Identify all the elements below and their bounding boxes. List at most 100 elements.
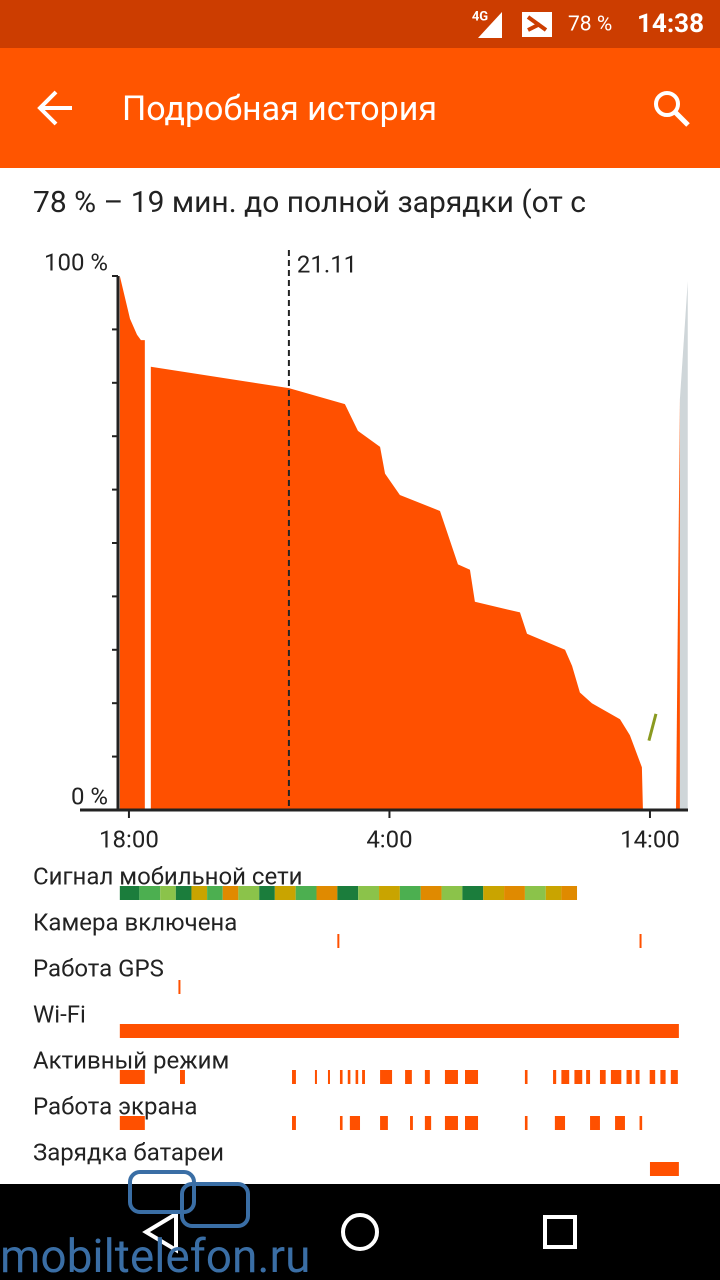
search-icon [654,91,680,117]
network-type: 4G [472,9,488,24]
battery-area [679,281,688,811]
timeline-segment [274,886,296,900]
timeline-segment [314,1070,317,1084]
timeline-label: Работа GPS [33,954,164,982]
timeline-segment [465,1070,479,1084]
timeline-segment [339,1116,343,1130]
timeline-segment [160,886,176,900]
watermark: mobiltelefon.ru [0,1230,311,1280]
timeline-segment [316,886,338,900]
app-bar [0,48,720,168]
x-tick-label: 4:00 [366,825,412,853]
timeline-segment [337,886,359,900]
timeline-segment [553,1070,557,1084]
watermark-logo [128,1170,250,1228]
logo-bubble [180,1182,250,1228]
timeline-segment [355,1070,359,1084]
x-tick-label: 18:00 [99,825,159,853]
timeline-label: Работа экрана [33,1092,197,1120]
timeline-label: Активный режим [33,1046,229,1074]
status-bar [0,0,720,48]
timeline-segment [615,1116,625,1130]
timeline-segment [222,886,239,900]
timeline-segment [380,1116,388,1130]
timeline-segment [295,886,317,900]
timeline-label: Wi-Fi [33,1000,86,1028]
timeline-label: Зарядка батареи [33,1138,224,1166]
x-tick-label: 14:00 [620,825,680,853]
nav-back[interactable] [142,1210,178,1254]
timeline-segment [524,1116,528,1130]
timeline-segment [424,1116,432,1130]
timeline-segment [410,1116,413,1130]
nav-home[interactable] [341,1213,379,1251]
timeline-segment [399,886,421,900]
timeline-segment [380,1070,393,1084]
logo-bubble [128,1170,196,1214]
timeline-segment [524,1070,528,1084]
timeline-segment [504,886,525,900]
timeline-segment [119,886,140,900]
timeline-segment [590,1116,600,1130]
timeline-segment [327,1070,330,1084]
timeline-segment [139,886,161,900]
timeline-segment [441,886,463,900]
timeline-segment [626,1070,632,1084]
timeline-segment [649,1070,656,1084]
timelines: Сигнал мобильной сети Камера включена Рабо… [33,862,679,1176]
timeline-segment [191,886,208,900]
timeline-segment [586,1070,591,1084]
timeline-segment [292,1070,296,1084]
timeline-label: Камера включена [33,908,237,936]
battery-percent: 78 % [568,13,612,37]
clock: 14:38 [637,9,704,39]
back-button[interactable] [37,90,72,126]
search-button[interactable] [654,91,690,127]
timeline-segment [259,886,275,900]
timeline-segment [574,1070,583,1084]
timeline-segment [238,886,260,900]
timeline-segment [347,1070,351,1084]
y-tick-label: 100 % [44,248,108,276]
timeline-segment [444,1116,458,1130]
timeline-segment [119,1070,145,1084]
battery-area [676,398,680,810]
battery-glyph [526,15,548,32]
search-handle [673,110,690,127]
timeline-segment [119,1116,145,1130]
timeline-segment [180,1070,185,1084]
timeline-segment [339,1070,343,1084]
timeline-segment [610,1070,622,1084]
y-tick-label: 0 % [71,782,108,810]
timeline-segment [462,886,484,900]
timeline-segment [379,886,400,900]
timeline-segment [561,1070,570,1084]
timeline-segment [465,1116,479,1130]
timeline-segment [420,886,442,900]
nav-recents[interactable] [543,1215,577,1249]
timeline-segment [175,886,192,900]
timeline-segment [178,980,181,994]
timeline-segment [639,934,642,948]
nav-bar [0,1184,720,1280]
timeline-segment [337,934,340,948]
timeline-segment [292,1116,296,1130]
timeline-segment [207,886,223,900]
timeline-segment [444,1070,458,1084]
timeline-segment [660,1070,666,1084]
timeline-segment [358,886,380,900]
battery-area [119,276,643,810]
timeline-segment [424,1070,430,1084]
timeline-segment [639,1116,643,1130]
timeline-segment [119,1024,679,1038]
charge-line [647,713,658,741]
timeline-segment [561,886,578,900]
timeline-segment [599,1070,606,1084]
timeline-segment [649,1162,679,1176]
timeline-segment [545,886,562,900]
battery-chart: 0 % 100 % 18:00 4:00 14:00 21.11 [44,248,688,853]
timeline-label: Сигнал мобильной сети [33,862,302,890]
